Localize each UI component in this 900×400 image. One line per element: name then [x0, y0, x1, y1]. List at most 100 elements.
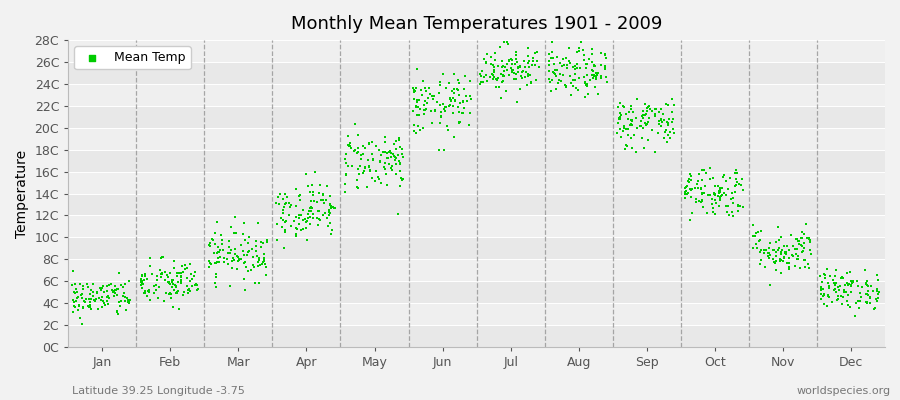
Point — [474, 79, 489, 85]
Point — [80, 280, 94, 287]
Point — [347, 121, 362, 128]
Point — [377, 166, 392, 172]
Point — [516, 68, 530, 74]
Point — [713, 184, 727, 191]
Point — [731, 202, 745, 208]
Point — [167, 282, 182, 288]
Point — [230, 254, 245, 260]
Point — [589, 70, 603, 76]
Point — [706, 204, 720, 211]
Point — [814, 279, 829, 285]
Point — [221, 244, 236, 250]
Point — [166, 287, 181, 294]
Point — [275, 224, 290, 230]
Point — [817, 291, 832, 297]
Point — [870, 286, 885, 292]
Point — [618, 146, 633, 152]
Point — [662, 129, 677, 135]
Point — [629, 115, 643, 121]
Point — [432, 146, 446, 153]
Point — [572, 87, 586, 93]
Point — [302, 205, 317, 212]
Point — [441, 127, 455, 133]
Point — [456, 99, 471, 106]
Point — [84, 306, 98, 312]
Point — [65, 282, 79, 288]
Point — [762, 252, 777, 258]
Point — [276, 206, 291, 213]
Point — [277, 200, 292, 207]
Point — [683, 194, 698, 200]
Point — [477, 56, 491, 62]
Point — [831, 296, 845, 302]
Point — [769, 267, 783, 274]
Point — [546, 70, 561, 76]
Point — [463, 78, 477, 84]
Point — [652, 117, 666, 124]
Point — [658, 129, 672, 135]
Point — [473, 81, 488, 88]
Point — [816, 301, 831, 307]
Point — [515, 69, 529, 75]
Point — [580, 83, 594, 90]
Point — [292, 192, 307, 198]
Point — [568, 66, 582, 72]
Point — [311, 190, 326, 197]
Point — [409, 129, 423, 136]
Point — [320, 223, 335, 229]
Point — [221, 261, 236, 267]
Point — [66, 297, 80, 303]
Point — [357, 164, 372, 170]
Point — [487, 64, 501, 70]
Point — [369, 143, 383, 150]
Point — [314, 196, 328, 203]
Point — [389, 137, 403, 144]
Point — [305, 189, 320, 196]
Point — [823, 273, 837, 279]
Point — [610, 120, 625, 126]
Point — [84, 287, 98, 294]
Point — [407, 122, 421, 128]
Point — [815, 293, 830, 299]
Point — [863, 295, 878, 301]
Point — [418, 107, 432, 113]
Point — [410, 66, 424, 72]
Point — [708, 191, 723, 197]
Point — [252, 255, 266, 262]
Point — [577, 57, 591, 63]
Point — [136, 280, 150, 287]
Point — [494, 95, 508, 101]
Point — [509, 34, 524, 41]
Point — [154, 274, 168, 280]
Point — [862, 300, 877, 307]
Point — [419, 87, 434, 94]
Point — [579, 61, 593, 68]
Point — [775, 258, 789, 264]
Point — [71, 306, 86, 313]
Point — [172, 306, 186, 312]
Point — [351, 185, 365, 192]
Point — [570, 61, 584, 67]
Point — [680, 191, 694, 197]
Point — [87, 298, 102, 305]
Point — [695, 190, 709, 196]
Point — [587, 73, 601, 79]
Point — [736, 204, 751, 210]
Point — [434, 114, 448, 121]
Point — [67, 302, 81, 309]
Point — [389, 161, 403, 167]
Point — [500, 61, 514, 67]
Point — [623, 122, 637, 128]
Point — [831, 284, 845, 290]
Point — [781, 264, 796, 270]
Point — [802, 235, 816, 242]
Point — [860, 299, 874, 305]
Point — [626, 132, 641, 138]
Point — [689, 199, 704, 205]
Point — [392, 158, 406, 164]
Point — [241, 234, 256, 240]
Point — [383, 148, 398, 154]
Point — [244, 267, 258, 273]
Point — [392, 134, 407, 141]
Point — [844, 283, 859, 290]
